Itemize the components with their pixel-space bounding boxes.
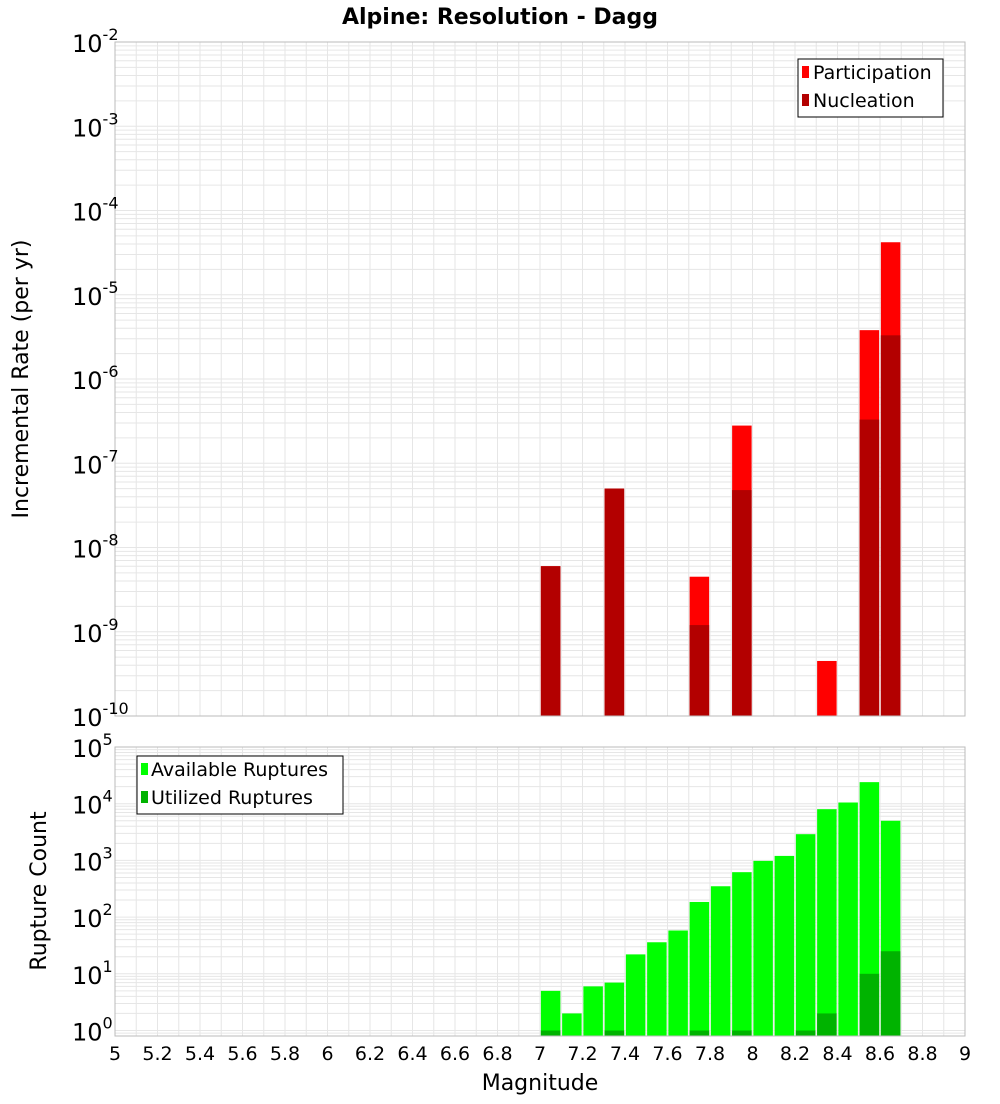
top-legend-box (797, 58, 944, 118)
y-tick-label: 103 (72, 843, 113, 876)
bar-available-ruptures (817, 809, 837, 1036)
legend-label-available: Available Ruptures (151, 759, 328, 781)
bar-utilized-ruptures (817, 1013, 837, 1036)
y-tick-label: 10-10 (72, 699, 129, 732)
bottom-y-ticks: 105 104 103 102 101 100 (72, 730, 113, 1047)
bar-nucleation (880, 335, 901, 716)
bar-available-ruptures (540, 990, 561, 1036)
x-tick-label: 6 (321, 1043, 333, 1065)
x-ticks: 5 5.2 5.4 5.6 5.8 6 6.2 6.4 6.6 6.8 7 7.2 7.4 7.6 7.8 8… (109, 1043, 971, 1065)
bar-participation (817, 660, 837, 716)
legend-swatch-nucleation (802, 94, 809, 106)
bottom-legend-box (136, 755, 344, 815)
x-tick-label: 8.8 (907, 1043, 937, 1065)
x-tick-label: 7.6 (652, 1043, 682, 1065)
bar-utilized-ruptures (604, 1030, 625, 1036)
legend-label-nucleation: Nucleation (813, 90, 915, 112)
x-tick-label: 6.8 (482, 1043, 512, 1065)
y-tick-label: 101 (72, 957, 113, 990)
x-tick-label: 6.2 (355, 1043, 385, 1065)
y-tick-label: 10-9 (72, 615, 119, 648)
x-tick-label: 8 (746, 1043, 758, 1065)
bar-available-ruptures (838, 802, 858, 1036)
y-tick-label: 10-2 (72, 25, 119, 58)
x-tick-label: 7 (534, 1043, 546, 1065)
top-y-ticks: 10-2 10-3 10-4 10-5 10-6 10-7 10-8 10-9 10-10 (72, 25, 129, 732)
bar-nucleation (732, 490, 752, 716)
y-tick-label: 104 (72, 787, 113, 820)
bottom-legend: Available Ruptures Utilized Ruptures (136, 755, 344, 815)
top-legend: Participation Nucleation (797, 58, 944, 118)
y-tick-label: 10-4 (72, 194, 119, 227)
legend-swatch-available (141, 763, 148, 775)
bar-nucleation (540, 566, 561, 716)
y-tick-label: 10-7 (72, 446, 119, 479)
bar-available-ruptures (604, 982, 625, 1036)
y-tick-label: 10-5 (72, 278, 119, 311)
legend-label-participation: Participation (813, 62, 932, 84)
bar-available-ruptures (689, 901, 710, 1036)
top-plot-panel: 10-2 10-3 10-4 10-5 10-6 10-7 10-8 10-9 10-10 In… (9, 25, 966, 732)
top-plot-frame (114, 41, 966, 717)
x-tick-label: 6.6 (440, 1043, 470, 1065)
bar-available-ruptures (625, 954, 646, 1036)
x-tick-label: 7.2 (567, 1043, 597, 1065)
bar-available-ruptures (647, 942, 667, 1036)
x-tick-label: 8.2 (780, 1043, 810, 1065)
top-grid (114, 41, 966, 717)
x-tick-label: 5.6 (227, 1043, 257, 1065)
y-tick-label: 10-6 (72, 362, 119, 395)
x-tick-label: 8.6 (865, 1043, 895, 1065)
top-y-axis-label: Incremental Rate (per yr) (9, 240, 34, 519)
bar-utilized-ruptures (795, 1030, 816, 1036)
bar-nucleation (859, 419, 880, 716)
x-tick-label: 7.8 (695, 1043, 725, 1065)
y-tick-label: 10-8 (72, 531, 119, 564)
legend-label-utilized: Utilized Ruptures (151, 787, 313, 809)
y-tick-label: 10-3 (72, 109, 119, 142)
bar-available-ruptures (710, 886, 731, 1036)
x-tick-label: 9 (959, 1043, 971, 1065)
x-tick-label: 6.4 (397, 1043, 427, 1065)
bar-available-ruptures (562, 1013, 582, 1036)
y-tick-label: 100 (72, 1014, 113, 1047)
bar-utilized-ruptures (689, 1030, 710, 1036)
bar-available-ruptures (753, 860, 773, 1036)
bar-utilized-ruptures (859, 973, 880, 1036)
x-tick-label: 5 (109, 1043, 121, 1065)
y-tick-label: 105 (72, 730, 113, 763)
bar-utilized-ruptures (880, 951, 901, 1036)
bottom-plot-panel: 105 104 103 102 101 100 Rupture Count Availab… (27, 730, 971, 1096)
bar-available-ruptures (732, 872, 752, 1036)
bar-available-ruptures (859, 782, 880, 1036)
bar-available-ruptures (795, 834, 816, 1036)
bar-available-ruptures (774, 855, 795, 1036)
top-bars (540, 242, 901, 716)
bottom-plot-frame (114, 746, 966, 1037)
x-tick-label: 5.4 (185, 1043, 215, 1065)
x-tick-label: 8.4 (822, 1043, 852, 1065)
bar-available-ruptures (583, 986, 603, 1036)
y-tick-label: 102 (72, 900, 113, 933)
bar-utilized-ruptures (540, 1030, 561, 1036)
bar-available-ruptures (668, 930, 688, 1036)
bar-utilized-ruptures (732, 1030, 752, 1036)
x-tick-label: 7.4 (610, 1043, 640, 1065)
bottom-y-axis-label: Rupture Count (27, 811, 52, 971)
legend-swatch-participation (802, 66, 809, 78)
x-axis-label: Magnitude (482, 1071, 599, 1096)
legend-swatch-utilized (141, 791, 148, 803)
x-tick-label: 5.8 (270, 1043, 300, 1065)
bottom-bars (540, 782, 901, 1036)
chart-title: Alpine: Resolution - Dagg (342, 5, 658, 30)
bar-nucleation (604, 488, 625, 716)
bar-nucleation (689, 625, 710, 716)
x-tick-label: 5.2 (142, 1043, 172, 1065)
